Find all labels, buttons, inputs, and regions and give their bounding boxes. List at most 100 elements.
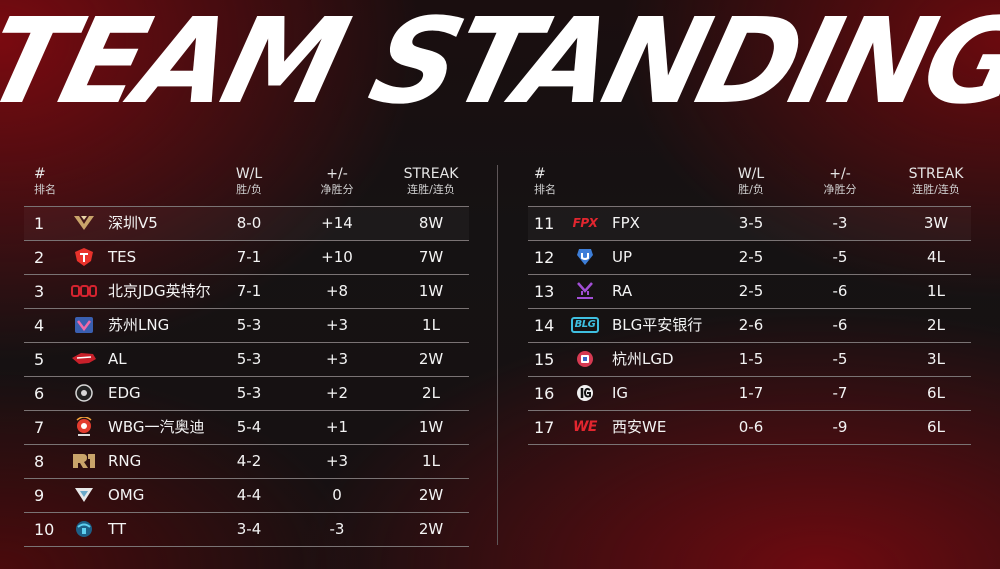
team-name: TT xyxy=(108,520,127,538)
rank: 12 xyxy=(534,248,555,267)
streak: 1W xyxy=(418,418,444,436)
win-loss: 0-6 xyxy=(738,418,764,436)
rank: 2 xyxy=(34,248,45,267)
rank: 16 xyxy=(534,384,555,403)
team-name: WBG一汽奥迪 xyxy=(108,418,205,436)
table-row[interactable]: 1 深圳V5 8-0 +14 8W xyxy=(24,206,469,240)
ig-logo-icon xyxy=(572,383,598,403)
table-header: # 排名 W/L 胜/负 +/- 净胜分 STREAK 连胜/连负 xyxy=(528,166,971,206)
rank: 10 xyxy=(34,520,55,539)
win-loss: 2-5 xyxy=(738,282,764,300)
win-loss: 4-2 xyxy=(236,452,262,470)
point-diff: -6 xyxy=(832,316,848,334)
win-loss: 2-6 xyxy=(738,316,764,334)
we-logo-icon: WE xyxy=(572,418,598,435)
streak: 2W xyxy=(418,520,444,538)
team-name: BLG平安银行 xyxy=(612,316,703,334)
streak: 8W xyxy=(418,214,444,232)
table-header: # 排名 W/L 胜/负 +/- 净胜分 STREAK 连胜/连负 xyxy=(24,166,469,206)
table-row[interactable]: 9 OMG 4-4 0 2W xyxy=(24,478,469,512)
rank: 13 xyxy=(534,282,555,301)
streak: 2W xyxy=(418,350,444,368)
standings-table-left: # 排名 W/L 胜/负 +/- 净胜分 STREAK 连胜/连负 1 深圳V5 8-0… xyxy=(24,166,469,547)
table-row[interactable]: 8 RNG 4-2 +3 1L xyxy=(24,444,469,478)
header-rank: # 排名 xyxy=(34,166,56,196)
edg-logo-icon xyxy=(71,383,97,403)
win-loss: 1-7 xyxy=(738,384,764,402)
rank: 8 xyxy=(34,452,45,471)
rank: 7 xyxy=(34,418,45,437)
team-name: 苏州LNG xyxy=(108,316,170,334)
table-row[interactable]: 4 苏州LNG 5-3 +3 1L xyxy=(24,308,469,342)
omg-logo-icon xyxy=(71,485,97,505)
lgd-logo-icon xyxy=(572,349,598,369)
table-row[interactable]: 12 UP 2-5 -5 4L xyxy=(528,240,971,274)
header-wl: W/L 胜/负 xyxy=(235,166,263,196)
streak: 7W xyxy=(418,248,444,266)
point-diff: -5 xyxy=(832,248,848,266)
win-loss: 3-4 xyxy=(236,520,262,538)
ra-logo-icon xyxy=(572,281,598,301)
point-diff: +2 xyxy=(325,384,349,402)
table-row[interactable]: 7 WBG一汽奥迪 5-4 +1 1W xyxy=(24,410,469,444)
streak: 1W xyxy=(418,282,444,300)
point-diff: -3 xyxy=(329,520,345,538)
al-logo-icon xyxy=(71,349,97,369)
table-row[interactable]: 17 WE 西安WE 0-6 -9 6L xyxy=(528,410,971,445)
table-row[interactable]: 15 杭州LGD 1-5 -5 3L xyxy=(528,342,971,376)
team-name: IG xyxy=(612,384,629,402)
team-name: RA xyxy=(612,282,633,300)
point-diff: -9 xyxy=(832,418,848,436)
team-name: 深圳V5 xyxy=(108,214,158,232)
header-point-diff: +/- 净胜分 xyxy=(823,166,857,196)
table-row[interactable]: 16 IG 1-7 -7 6L xyxy=(528,376,971,410)
team-name: TES xyxy=(108,248,137,266)
page-title: TEAM STANDINGS xyxy=(0,0,1000,130)
v5-logo-icon xyxy=(71,213,97,233)
point-diff: +14 xyxy=(321,214,353,232)
standings-table-right: # 排名 W/L 胜/负 +/- 净胜分 STREAK 连胜/连负 11 FPX FPX… xyxy=(528,166,971,445)
point-diff: +3 xyxy=(325,452,349,470)
wbg-logo-icon xyxy=(71,417,97,437)
win-loss: 8-0 xyxy=(236,214,262,232)
team-name: 杭州LGD xyxy=(612,350,674,368)
win-loss: 5-3 xyxy=(236,316,262,334)
team-name: EDG xyxy=(108,384,141,402)
table-row[interactable]: 10 TT 3-4 -3 2W xyxy=(24,512,469,547)
table-row[interactable]: 5 AL 5-3 +3 2W xyxy=(24,342,469,376)
rank: 3 xyxy=(34,282,45,301)
table-row[interactable]: 2 TES 7-1 +10 7W xyxy=(24,240,469,274)
win-loss: 7-1 xyxy=(236,248,262,266)
streak: 2L xyxy=(927,316,945,334)
win-loss: 3-5 xyxy=(738,214,764,232)
tt-logo-icon xyxy=(71,519,97,539)
point-diff: +1 xyxy=(325,418,349,436)
table-row[interactable]: 3 北京JDG英特尔 7-1 +8 1W xyxy=(24,274,469,308)
team-name: FPX xyxy=(612,214,640,232)
table-row[interactable]: 14 BLG BLG平安银行 2-6 -6 2L xyxy=(528,308,971,342)
rank: 14 xyxy=(534,316,555,335)
win-loss: 5-4 xyxy=(236,418,262,436)
point-diff: -5 xyxy=(832,350,848,368)
streak: 6L xyxy=(927,418,945,436)
table-row[interactable]: 11 FPX FPX 3-5 -3 3W xyxy=(528,206,971,240)
team-name: UP xyxy=(612,248,633,266)
table-row[interactable]: 6 EDG 5-3 +2 2L xyxy=(24,376,469,410)
streak: 3L xyxy=(927,350,945,368)
team-name: AL xyxy=(108,350,127,368)
header-rank: # 排名 xyxy=(534,166,556,196)
fpx-logo-icon: FPX xyxy=(572,215,598,230)
rank: 6 xyxy=(34,384,45,403)
streak: 1L xyxy=(422,452,440,470)
team-name: 北京JDG英特尔 xyxy=(108,282,211,300)
streak: 1L xyxy=(422,316,440,334)
streak: 1L xyxy=(927,282,945,300)
point-diff: -7 xyxy=(832,384,848,402)
team-name: OMG xyxy=(108,486,145,504)
header-streak: STREAK 连胜/连负 xyxy=(908,166,964,196)
win-loss: 5-3 xyxy=(236,350,262,368)
rank: 5 xyxy=(34,350,45,369)
table-row[interactable]: 13 RA 2-5 -6 1L xyxy=(528,274,971,308)
point-diff: -6 xyxy=(832,282,848,300)
win-loss: 1-5 xyxy=(738,350,764,368)
